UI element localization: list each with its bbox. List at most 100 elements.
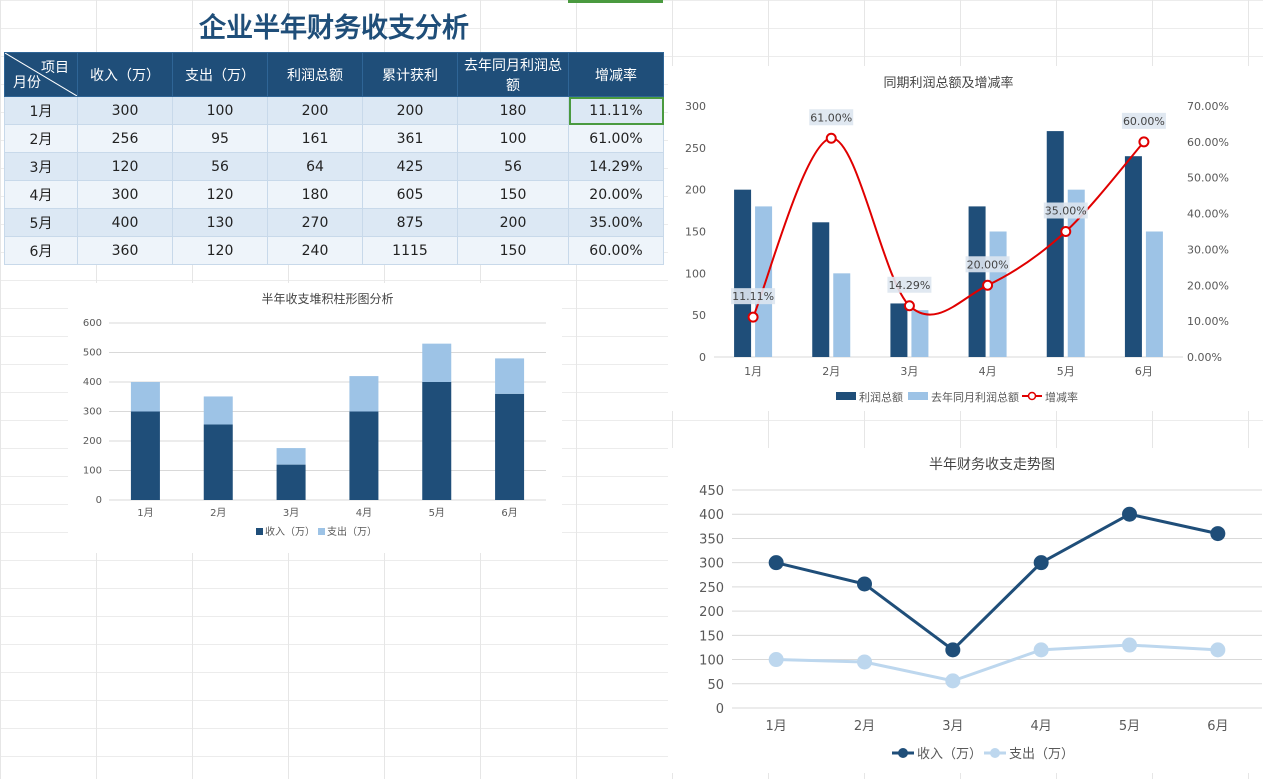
header-last-year-profit[interactable]: 去年同月利润总额: [457, 52, 569, 97]
table-cell[interactable]: 300: [77, 96, 173, 125]
bar-last-year-profit: [911, 310, 929, 357]
table-cell[interactable]: 61.00%: [568, 124, 664, 153]
table-cell[interactable]: 120: [172, 236, 268, 265]
header-income[interactable]: 收入（万）: [77, 52, 173, 97]
y-tick-label: 100: [685, 267, 706, 280]
legend-swatch-expense: [318, 528, 325, 535]
table-cell[interactable]: 360: [77, 236, 173, 265]
table-cell[interactable]: 256: [77, 124, 173, 153]
table-cell[interactable]: 150: [457, 236, 569, 265]
y-tick-label: 100: [83, 466, 102, 477]
income-line-marker: [1210, 526, 1226, 542]
x-tick-label: 3月: [942, 719, 963, 734]
table-cell[interactable]: 240: [267, 236, 363, 265]
table-cell[interactable]: 120: [77, 152, 173, 181]
table-cell[interactable]: 180: [457, 96, 569, 125]
corner-label-item: 项目: [41, 60, 69, 76]
stacked-chart-panel[interactable]: 半年收支堆积柱形图分析 0 100 200 300 400 500 600 1月 2月 3月 4月 5月…: [68, 283, 562, 553]
table-cell[interactable]: 605: [362, 180, 458, 209]
y-tick-label: 350: [699, 532, 724, 547]
table-header-row: 项目 月份 收入（万） 支出（万） 利润总额 累计获利 去年同月利润总额 增减率: [4, 52, 664, 97]
bar-last-year-profit: [833, 273, 851, 357]
legend-marker-income: [898, 748, 908, 758]
bar-profit: [1124, 156, 1142, 357]
data-label-text: 60.00%: [1123, 115, 1165, 128]
y-tick-label: 400: [699, 508, 724, 523]
x-tick-label: 6月: [1207, 719, 1228, 734]
header-growth-rate[interactable]: 增减率: [568, 52, 664, 97]
corner-header-cell[interactable]: 项目 月份: [4, 52, 78, 97]
legend-swatch-profit: [836, 392, 856, 400]
table-cell[interactable]: 56: [457, 152, 569, 181]
table-cell[interactable]: 300: [77, 180, 173, 209]
data-label-text: 14.29%: [888, 279, 930, 292]
table-cell[interactable]: 60.00%: [568, 236, 664, 265]
table-cell[interactable]: 200: [267, 96, 363, 125]
y2-tick-label: 70.00%: [1187, 100, 1229, 113]
stacked-bar-chart: 半年收支堆积柱形图分析 0 100 200 300 400 500 600 1月 2月 3月 4月 5月…: [83, 291, 546, 538]
income-line-marker: [857, 576, 872, 592]
header-cumulative[interactable]: 累计获利: [362, 52, 458, 97]
x-tick-label: 2月: [210, 507, 226, 519]
table-cell[interactable]: 361: [362, 124, 458, 153]
y-tick-label: 400: [83, 377, 102, 388]
table-cell[interactable]: 180: [267, 180, 363, 209]
table-cell[interactable]: 161: [267, 124, 363, 153]
table-cell[interactable]: 130: [172, 208, 268, 237]
y-tick-label: 500: [83, 348, 102, 359]
table-row: 3月 120 56 64 425 56 14.29%: [4, 152, 664, 181]
y2-tick-label: 10.00%: [1187, 315, 1229, 328]
y2-tick-label: 20.00%: [1187, 279, 1229, 292]
table-cell[interactable]: 200: [457, 208, 569, 237]
y-tick-label: 50: [692, 309, 706, 322]
table-cell[interactable]: 95: [172, 124, 268, 153]
table-cell[interactable]: 875: [362, 208, 458, 237]
month-cell[interactable]: 5月: [4, 208, 78, 237]
corner-label-month: 月份: [13, 75, 41, 91]
table-cell[interactable]: 270: [267, 208, 363, 237]
table-cell[interactable]: 64: [267, 152, 363, 181]
table-cell[interactable]: 400: [77, 208, 173, 237]
table-cell[interactable]: 56: [172, 152, 268, 181]
x-tick-label: 1月: [766, 719, 787, 734]
table-cell[interactable]: 120: [172, 180, 268, 209]
table-cell[interactable]: 100: [172, 96, 268, 125]
table-cell[interactable]: 150: [457, 180, 569, 209]
bar-income: [495, 393, 525, 500]
table-cell[interactable]: 425: [362, 152, 458, 181]
data-label-bg: [965, 256, 1010, 273]
legend-label-profit: 利润总额: [859, 390, 903, 404]
table-cell[interactable]: 11.11%: [568, 96, 664, 125]
header-expense[interactable]: 支出（万）: [172, 52, 268, 97]
header-profit[interactable]: 利润总额: [267, 52, 363, 97]
combo-chart-panel[interactable]: 同期利润总额及增减率 0 50 100 150 200 250 300 0.00% 10.00% 2…: [668, 66, 1263, 411]
income-line: [775, 512, 1219, 652]
chart-title: 半年收支堆积柱形图分析: [261, 291, 393, 306]
month-cell[interactable]: 3月: [4, 152, 78, 181]
y-tick-label: 0: [716, 702, 724, 717]
diagonal-divider: [5, 53, 77, 96]
y-tick-label: 300: [699, 557, 724, 572]
active-column-marker: [568, 0, 663, 3]
table-cell[interactable]: 200: [362, 96, 458, 125]
month-cell[interactable]: 2月: [4, 124, 78, 153]
table-cell[interactable]: 14.29%: [568, 152, 664, 181]
month-cell[interactable]: 1月: [4, 96, 78, 125]
y-tick-label: 250: [685, 142, 706, 155]
chart-title: 同期利润总额及增减率: [883, 75, 1013, 91]
growth-rate-data-label: 60.00%: [1121, 112, 1166, 129]
bar-profit: [812, 222, 830, 357]
growth-rate-data-label: 35.00%: [1043, 202, 1088, 219]
table-cell[interactable]: 35.00%: [568, 208, 664, 237]
x-tick-label: 4月: [979, 365, 997, 378]
growth-rate-data-label: 61.00%: [809, 109, 854, 126]
bar-profit: [890, 303, 908, 357]
growth-rate-marker: [747, 311, 759, 323]
month-cell[interactable]: 6月: [4, 236, 78, 265]
month-cell[interactable]: 4月: [4, 180, 78, 209]
table-cell[interactable]: 100: [457, 124, 569, 153]
table-cell[interactable]: 20.00%: [568, 180, 664, 209]
table-cell[interactable]: 1115: [362, 236, 458, 265]
legend-marker-expense: [990, 748, 1000, 758]
trend-chart-panel[interactable]: 半年财务收支走势图 0 50 100 150 200 250 300 350 400 450 1月 2月…: [668, 448, 1263, 773]
